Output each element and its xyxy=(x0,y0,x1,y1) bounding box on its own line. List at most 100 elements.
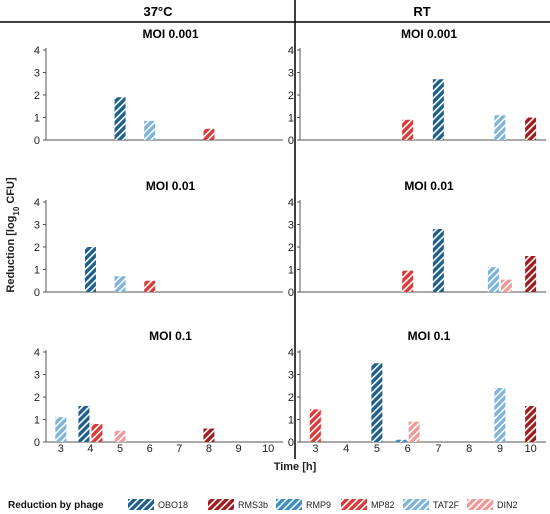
y-tick-label: 0 xyxy=(288,287,294,299)
y-tick-label: 4 xyxy=(34,197,40,209)
y-tick-label: 3 xyxy=(288,220,294,232)
chart-panels: MOI 0.001 0 1 2 3 4 MOI 0.001 0 1 2 3 4 MOI 0.01 0 1 2 3… xyxy=(34,27,546,449)
y-tick-label: 0 xyxy=(34,287,40,299)
legend-label-obo18: OBO18 xyxy=(158,500,188,510)
bar-tat2f-t9 xyxy=(494,388,506,442)
x-tick-label: 4 xyxy=(343,443,349,455)
panel-title: MOI 0.001 xyxy=(142,27,198,41)
panel-title: MOI 0.1 xyxy=(149,329,192,343)
x-axis-label: Time [h] xyxy=(274,461,317,473)
legend-label-tat2f: TAT2F xyxy=(433,500,460,510)
bar-din2-t5 xyxy=(114,430,126,442)
y-tick-label: 1 xyxy=(288,265,294,277)
legend-swatch-obo18 xyxy=(128,499,154,510)
y-tick-label: 0 xyxy=(34,135,40,147)
legend-label-rms3b: RMS3b xyxy=(238,500,268,510)
bar-obo18-t5 xyxy=(114,97,126,140)
header-rt: RT xyxy=(413,4,430,19)
bar-rms3b-t10 xyxy=(525,256,537,292)
x-axis: 3 4 5 6 7 8 9 10 3 4 5 6 7 8 9 10 xyxy=(58,443,537,455)
x-tick-label: 9 xyxy=(236,443,242,455)
legend-label-din2: DIN2 xyxy=(497,500,518,510)
x-tick-label: 8 xyxy=(206,443,212,455)
bar-mp82-t3 xyxy=(309,409,321,442)
bar-rms3b-t8 xyxy=(203,428,215,442)
x-tick-label: 6 xyxy=(147,443,153,455)
legend-label-rmp9: RMP9 xyxy=(306,500,331,510)
bar-rmp9-t6 xyxy=(395,439,407,442)
bar-tat2f-t9 xyxy=(494,115,506,140)
y-tick-label: 4 xyxy=(288,347,294,359)
bar-tat2f-t9 xyxy=(487,267,499,292)
x-tick-label: 3 xyxy=(312,443,318,455)
y-tick-label: 0 xyxy=(288,135,294,147)
panel-37c-moi-1: MOI 0.01 0 1 2 3 4 xyxy=(34,179,283,299)
bar-obo18-t4 xyxy=(84,247,96,292)
panel-title: MOI 0.01 xyxy=(146,179,196,193)
x-tick-label: 5 xyxy=(117,443,123,455)
x-tick-label: 5 xyxy=(374,443,380,455)
x-tick-label: 9 xyxy=(497,443,503,455)
panel-37c-moi-2: MOI 0.1 0 1 2 3 4 xyxy=(34,329,283,449)
y-axis-label: Reduction [log10 CFU] xyxy=(5,177,21,293)
y-tick-label: 1 xyxy=(34,265,40,277)
y-tick-label: 4 xyxy=(34,45,40,57)
bar-mp82-t4 xyxy=(91,424,103,442)
y-tick-label: 2 xyxy=(288,90,294,102)
panel-rt-moi-0: MOI 0.001 0 1 2 3 4 xyxy=(288,27,546,147)
y-tick-label: 3 xyxy=(288,68,294,80)
legend-title: Reduction by phage xyxy=(8,500,104,511)
legend-swatch-tat2f xyxy=(403,499,429,510)
x-tick-label: 7 xyxy=(435,443,441,455)
panel-title: MOI 0.1 xyxy=(408,329,451,343)
header-37c: 37°C xyxy=(143,4,173,19)
legend-label-mp82: MP82 xyxy=(371,500,395,510)
y-tick-label: 0 xyxy=(288,437,294,449)
bar-mp82-t6 xyxy=(402,270,414,292)
y-tick-label: 1 xyxy=(34,415,40,427)
panel-title: MOI 0.01 xyxy=(404,179,454,193)
bar-obo18-t4 xyxy=(78,406,90,442)
y-tick-label: 3 xyxy=(34,68,40,80)
y-tick-label: 0 xyxy=(34,437,40,449)
y-tick-label: 4 xyxy=(288,197,294,209)
bar-obo18-t7 xyxy=(432,79,444,140)
y-tick-label: 3 xyxy=(34,220,40,232)
bar-tat2f-t3 xyxy=(55,417,67,442)
x-tick-label: 8 xyxy=(466,443,472,455)
y-tick-label: 2 xyxy=(34,90,40,102)
y-tick-label: 3 xyxy=(288,370,294,382)
y-tick-label: 4 xyxy=(34,347,40,359)
legend-swatch-din2 xyxy=(467,499,493,510)
bar-din2-t6 xyxy=(408,421,420,442)
y-tick-label: 2 xyxy=(288,392,294,404)
bar-tat2f-t6 xyxy=(144,120,156,140)
bar-obo18-t5 xyxy=(371,363,383,442)
panel-rt-moi-1: MOI 0.01 0 1 2 3 4 xyxy=(288,179,546,299)
panel-37c-moi-0: MOI 0.001 0 1 2 3 4 xyxy=(34,27,283,147)
y-tick-label: 1 xyxy=(288,113,294,125)
x-tick-label: 3 xyxy=(58,443,64,455)
x-tick-label: 7 xyxy=(176,443,182,455)
y-tick-label: 4 xyxy=(288,45,294,57)
bar-obo18-t7 xyxy=(432,229,444,292)
x-tick-label: 6 xyxy=(405,443,411,455)
x-tick-label: 10 xyxy=(525,443,537,455)
bar-tat2f-t5 xyxy=(114,276,126,292)
legend-swatch-mp82 xyxy=(341,499,367,510)
legend-swatch-rmp9 xyxy=(276,499,302,510)
legend: Reduction by phage OBO18 RMS3b RMP9 MP82 TAT… xyxy=(8,499,518,511)
panel-title: MOI 0.001 xyxy=(401,27,457,41)
y-tick-label: 2 xyxy=(34,242,40,254)
panel-rt-moi-2: MOI 0.1 0 1 2 3 4 xyxy=(288,329,546,449)
y-tick-label: 3 xyxy=(34,370,40,382)
bar-din2-t9 xyxy=(500,279,512,292)
bar-rms3b-t10 xyxy=(525,406,537,442)
legend-swatch-rms3b xyxy=(208,499,234,510)
y-tick-label: 2 xyxy=(34,392,40,404)
y-tick-label: 1 xyxy=(34,113,40,125)
y-tick-label: 1 xyxy=(288,415,294,427)
x-tick-label: 4 xyxy=(87,443,93,455)
bar-mp82-t8 xyxy=(203,128,215,140)
